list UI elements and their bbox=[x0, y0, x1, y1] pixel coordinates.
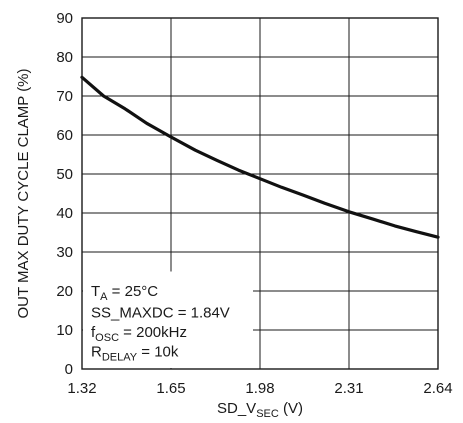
y-axis-label: OUT MAX DUTY CYCLE CLAMP (%) bbox=[15, 68, 32, 318]
tick-labels: 0 10 20 30 40 50 60 70 80 90 1.32 1.65 1.98 2.31 2.64 bbox=[56, 10, 452, 397]
y-tick-label: 0 bbox=[65, 361, 73, 378]
annotation-line: SS_MAXDC = 1.84V bbox=[91, 305, 230, 322]
y-tick-label: 10 bbox=[56, 322, 73, 339]
y-tick-label: 80 bbox=[56, 49, 73, 66]
x-tick-label: 2.64 bbox=[423, 380, 452, 397]
x-axis-label: SD_VSEC (V) bbox=[217, 400, 303, 420]
y-tick-label: 70 bbox=[56, 88, 73, 105]
y-tick-label: 50 bbox=[56, 166, 73, 183]
x-tick-label: 1.65 bbox=[156, 380, 185, 397]
plot-frame bbox=[81, 17, 439, 370]
annotation-line: TA = 25°C bbox=[91, 283, 158, 303]
y-tick-label: 30 bbox=[56, 244, 73, 261]
annotation-line: fOSC = 200kHz bbox=[91, 324, 187, 344]
series-line-0 bbox=[80, 75, 440, 239]
annotation: TA = 25°C SS_MAXDC = 1.84V fOSC = 200kHzRD… bbox=[91, 283, 230, 364]
y-tick-label: 60 bbox=[56, 127, 73, 144]
annotation-box bbox=[83, 271, 253, 368]
series-layer bbox=[80, 75, 440, 239]
x-tick-label: 1.98 bbox=[245, 380, 274, 397]
x-tick-label: 1.32 bbox=[67, 380, 96, 397]
y-tick-label: 90 bbox=[56, 10, 73, 27]
x-tick-label: 2.31 bbox=[334, 380, 363, 397]
annotation-line: RDELAY = 10k bbox=[91, 344, 179, 364]
y-tick-label: 20 bbox=[56, 283, 73, 300]
y-tick-label: 40 bbox=[56, 205, 73, 222]
